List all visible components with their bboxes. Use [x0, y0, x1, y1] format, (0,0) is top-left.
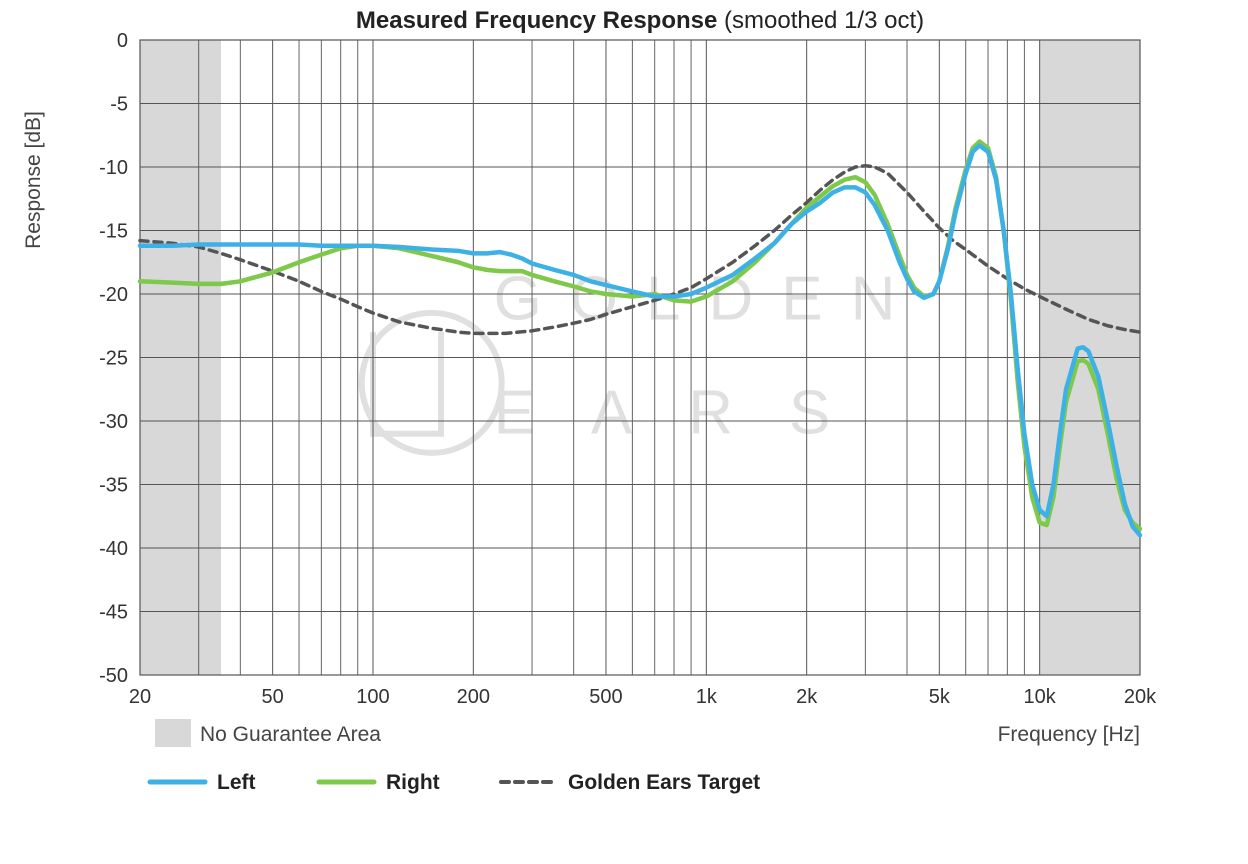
series-left [140, 145, 1140, 535]
y-tick-label: -30 [99, 411, 128, 433]
legend-swatch-no-guarantee [155, 719, 191, 747]
y-tick-label: -10 [99, 157, 128, 179]
legend-label: Golden Ears Target [568, 771, 760, 794]
x-tick-label: 200 [457, 686, 490, 708]
x-tick-label: 20k [1124, 686, 1157, 708]
x-tick-label: 50 [262, 686, 284, 708]
x-tick-label: 100 [356, 686, 389, 708]
chart-title: Measured Frequency Response (smoothed 1/… [356, 7, 924, 34]
legend-label-no-guarantee: No Guarantee Area [200, 723, 381, 746]
x-tick-label: 20 [129, 686, 151, 708]
y-tick-label: -15 [99, 221, 128, 243]
watermark-line2: EARS [494, 379, 887, 448]
y-tick-label: -45 [99, 602, 128, 624]
frequency-response-chart: GOLDENEARS-50-45-40-35-30-25-20-15-10-50… [0, 0, 1248, 864]
chart-svg: GOLDENEARS-50-45-40-35-30-25-20-15-10-50… [0, 0, 1248, 864]
x-tick-label: 5k [929, 686, 951, 708]
y-tick-label: 0 [117, 30, 128, 52]
watermark-line1: GOLDEN [494, 264, 924, 333]
x-tick-label: 2k [796, 686, 818, 708]
x-axis-label: Frequency [Hz] [998, 723, 1140, 746]
series-right [140, 142, 1140, 529]
y-tick-label: -25 [99, 348, 128, 370]
y-tick-label: -50 [99, 665, 128, 687]
x-tick-label: 500 [589, 686, 622, 708]
y-tick-label: -40 [99, 538, 128, 560]
legend-label: Right [386, 771, 440, 794]
y-tick-label: -5 [110, 94, 128, 116]
legend-label: Left [217, 771, 256, 794]
y-tick-label: -35 [99, 475, 128, 497]
x-tick-label: 10k [1024, 686, 1057, 708]
y-axis-label: Response [dB] [22, 111, 45, 249]
y-tick-label: -20 [99, 284, 128, 306]
x-tick-label: 1k [696, 686, 718, 708]
